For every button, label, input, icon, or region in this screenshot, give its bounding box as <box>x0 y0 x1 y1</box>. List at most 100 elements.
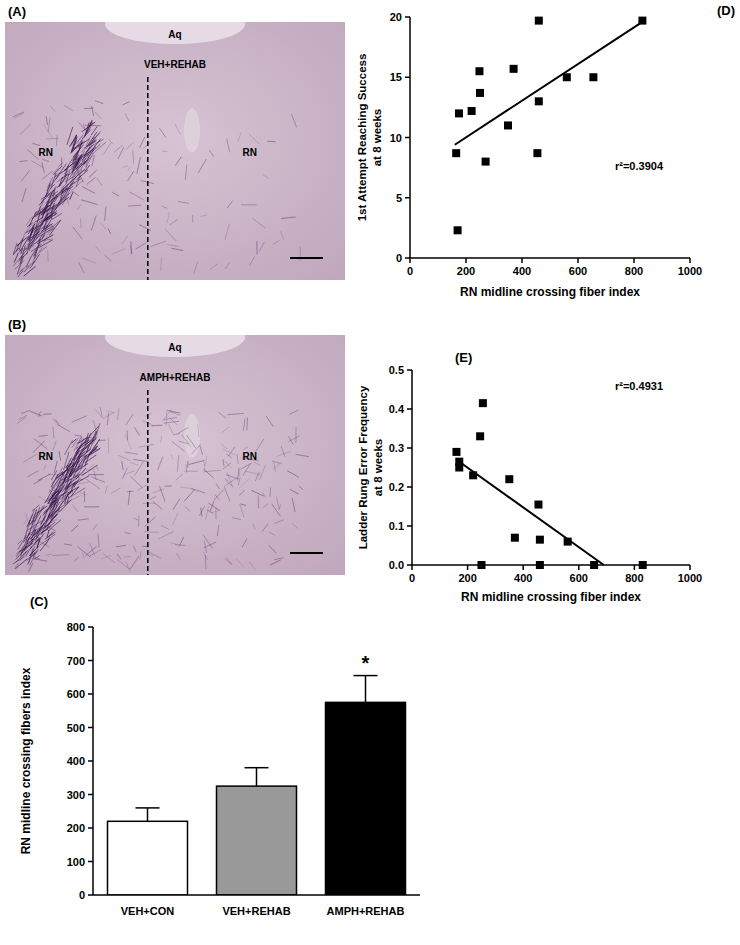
fiber <box>159 128 166 138</box>
fiber <box>296 454 309 456</box>
fiber <box>225 263 229 269</box>
fiber <box>52 554 68 556</box>
fiber <box>93 420 97 435</box>
fiber <box>49 220 60 236</box>
fiber <box>44 465 46 470</box>
point <box>468 107 476 115</box>
y-tick <box>88 894 93 896</box>
fiber <box>49 489 52 495</box>
fiber <box>227 201 232 208</box>
fiber <box>169 424 174 434</box>
fiber <box>44 216 49 229</box>
fiber <box>26 216 33 225</box>
fiber <box>109 139 113 144</box>
fiber <box>84 491 85 502</box>
y-tick <box>407 369 412 371</box>
fiber <box>105 486 107 493</box>
fiber <box>216 484 219 489</box>
annotation: r²=0.3904 <box>615 160 664 172</box>
fiber <box>77 439 93 449</box>
y-tick <box>88 760 93 762</box>
fiber <box>118 147 124 159</box>
fiber <box>16 545 24 556</box>
fiber <box>39 496 50 503</box>
fiber <box>101 556 111 559</box>
point <box>563 73 571 81</box>
fiber <box>67 496 80 502</box>
x-tick-label: 200 <box>458 572 476 584</box>
fiber <box>14 253 18 263</box>
x-tick-label: 800 <box>625 265 643 277</box>
fiber <box>249 561 255 569</box>
fiber <box>104 143 111 154</box>
fiber <box>131 476 143 487</box>
fiber <box>172 441 185 451</box>
fiber <box>266 416 273 427</box>
y-tick <box>88 626 93 628</box>
fiber <box>89 170 97 177</box>
fiber <box>48 474 58 476</box>
fiber <box>111 488 120 493</box>
fiber <box>145 517 156 527</box>
fiber <box>159 531 174 538</box>
fiber <box>289 410 298 414</box>
fiber <box>134 427 139 435</box>
fiber <box>273 240 280 244</box>
fiber <box>239 477 250 488</box>
fiber <box>162 410 171 422</box>
fiber <box>125 114 129 121</box>
y-axis-label: at 8 weeks <box>371 109 383 167</box>
x-tick-label: 400 <box>513 265 531 277</box>
aqueduct-label: Aq <box>168 29 181 40</box>
x-tick <box>577 258 579 263</box>
fiber <box>130 192 145 200</box>
fiber <box>281 217 295 218</box>
point <box>454 226 462 234</box>
x-tick <box>521 258 523 263</box>
fiber <box>38 234 43 242</box>
fiber <box>17 540 22 544</box>
point <box>533 149 541 157</box>
fiber <box>62 174 69 178</box>
fiber <box>143 503 156 504</box>
fiber <box>191 444 200 454</box>
fiber <box>45 538 49 545</box>
midline <box>147 77 149 280</box>
fiber <box>241 463 251 469</box>
fiber <box>114 145 122 152</box>
fiber <box>206 506 209 519</box>
fiber <box>30 254 40 268</box>
x-tick <box>467 565 469 570</box>
fiber <box>87 445 89 453</box>
fiber <box>279 504 281 510</box>
fiber <box>71 135 76 153</box>
x-tick <box>689 258 691 263</box>
fiber <box>225 478 232 486</box>
tissue <box>5 22 345 280</box>
micrograph <box>5 335 345 575</box>
fiber <box>170 219 178 224</box>
error-bar <box>136 808 160 821</box>
y-axis <box>411 370 413 565</box>
fiber <box>32 546 34 553</box>
fiber <box>148 554 153 556</box>
fiber <box>125 435 131 450</box>
fiber <box>171 248 183 250</box>
fiber <box>210 501 214 511</box>
y-tick-label: 0.0 <box>389 559 404 571</box>
fiber <box>177 455 178 472</box>
y-tick <box>405 137 410 139</box>
fiber <box>68 170 74 175</box>
fiber <box>32 557 40 559</box>
fiber <box>87 122 91 132</box>
fiber <box>151 425 162 427</box>
fiber <box>71 448 79 462</box>
fiber <box>48 118 50 132</box>
fiber <box>272 461 281 464</box>
y-tick <box>405 77 410 79</box>
error-stem <box>256 768 258 786</box>
fiber <box>124 471 135 475</box>
aqueduct-label: Aq <box>168 342 181 353</box>
fiber <box>128 166 131 171</box>
fiber <box>135 461 144 475</box>
